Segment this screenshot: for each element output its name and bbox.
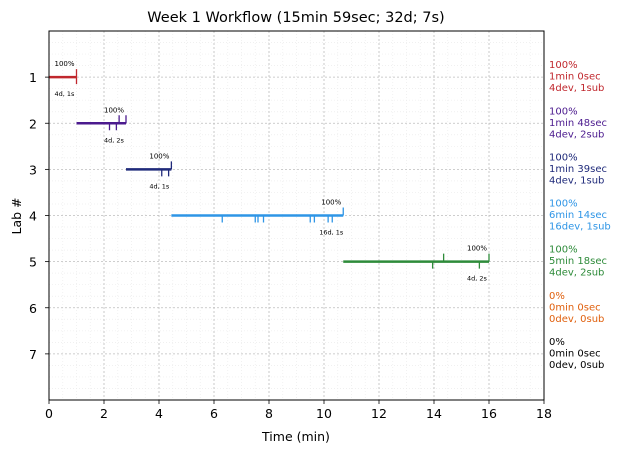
y-tick-label: 2 <box>29 116 37 131</box>
lab-3-summary-line: 4dev, 1sub <box>549 175 604 186</box>
x-tick-label: 8 <box>265 406 273 421</box>
lab-5-summary-line: 4dev, 2sub <box>549 268 604 279</box>
lab-1-detail-label: 4d, 1s <box>55 90 76 98</box>
lab-3-summary-line: 1min 39sec <box>549 164 607 175</box>
lab-5-detail-label: 4d, 2s <box>467 275 488 283</box>
x-tick-label: 10 <box>316 406 332 421</box>
lab-3-summary-line: 100% <box>549 152 578 163</box>
lab-4-summary-line: 100% <box>549 199 578 210</box>
lab-1-summary-line: 4dev, 1sub <box>549 83 604 94</box>
y-tick-label: 6 <box>29 301 37 316</box>
lab-4-summary-line: 6min 14sec <box>549 210 607 221</box>
x-tick-label: 16 <box>481 406 497 421</box>
marks-layer: 100% 4d, 1s 100% 4d, 2s 100% 4d, 1s 100% 16d, 1… <box>49 60 490 283</box>
lab-2-summary-line: 4dev, 2sub <box>549 129 604 140</box>
lab-6-summary-line: 0% <box>549 291 565 302</box>
lab-3-detail-label: 4d, 1s <box>149 182 170 190</box>
y-tick-label: 5 <box>29 255 37 270</box>
x-tick-label: 14 <box>426 406 442 421</box>
x-tick-label: 6 <box>210 406 218 421</box>
lab-2-pct-label: 100% <box>104 106 124 114</box>
lab-4-detail-label: 16d, 1s <box>319 229 344 237</box>
y-tick-label: 1 <box>29 70 37 85</box>
x-axis-label: Time (min) <box>261 429 330 444</box>
lab-2-summary-line: 1min 48sec <box>549 118 607 129</box>
lab-2-detail-label: 4d, 2s <box>104 136 125 144</box>
y-axis-label: Lab # <box>9 197 24 234</box>
x-tick-label: 2 <box>100 406 108 421</box>
lab-7-summary-line: 0% <box>549 337 565 348</box>
chart-title: Week 1 Workflow (15min 59sec; 32d; 7s) <box>147 10 444 26</box>
lab-6-summary-line: 0min 0sec <box>549 302 601 313</box>
lab-1-summary-line: 100% <box>549 60 578 71</box>
x-tick-label: 0 <box>45 406 53 421</box>
lab-5-pct-label: 100% <box>467 245 487 253</box>
lab-4-summary-line: 16dev, 1sub <box>549 222 611 233</box>
lab-3-pct-label: 100% <box>149 152 169 160</box>
lab-6-summary-line: 0dev, 0sub <box>549 314 604 325</box>
lab-1-summary-line: 1min 0sec <box>549 72 601 83</box>
lab-2-summary-line: 100% <box>549 106 578 117</box>
y-tick-label: 4 <box>29 209 37 224</box>
lab-5-summary-line: 100% <box>549 245 578 256</box>
lab-5-summary-line: 5min 18sec <box>549 256 607 267</box>
x-tick-label: 12 <box>371 406 387 421</box>
lab-7-summary-line: 0min 0sec <box>549 348 601 359</box>
x-tick-label: 18 <box>536 406 552 421</box>
lab-7-summary-line: 0dev, 0sub <box>549 360 604 371</box>
y-tick-label: 3 <box>29 162 37 177</box>
lab-4-pct-label: 100% <box>321 199 341 207</box>
y-tick-label: 7 <box>29 347 37 362</box>
lab-1-pct-label: 100% <box>54 60 74 68</box>
x-tick-label: 4 <box>155 406 163 421</box>
